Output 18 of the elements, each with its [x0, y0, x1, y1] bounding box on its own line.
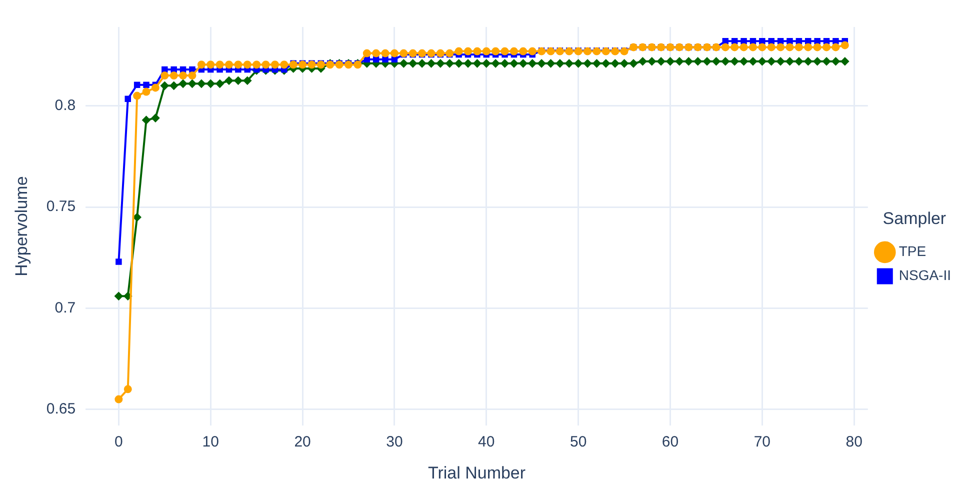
x-tick-label: 20	[294, 434, 311, 451]
x-tick-label: 30	[386, 434, 403, 451]
x-tick-label: 0	[114, 434, 123, 451]
x-tick-label: 10	[202, 434, 219, 451]
y-tick-label: 0.65	[46, 400, 76, 418]
x-tick-label: 70	[754, 434, 771, 451]
y-tick-label: 0.8	[54, 97, 76, 114]
x-tick-label: 50	[570, 434, 587, 451]
y-tick-label: 0.7	[54, 299, 76, 316]
legend-label: NSGA-II	[898, 267, 952, 284]
y-tick-label: 0.75	[46, 198, 76, 216]
y-axis-title: Hypervolume	[12, 176, 31, 276]
x-tick-label: 60	[662, 434, 679, 451]
x-axis-title: Trial Number	[428, 463, 526, 482]
legend-label: TPE	[898, 243, 926, 260]
x-tick-label: 40	[478, 434, 495, 451]
legend-title: Sampler	[882, 208, 946, 228]
x-tick-label: 80	[846, 434, 862, 451]
